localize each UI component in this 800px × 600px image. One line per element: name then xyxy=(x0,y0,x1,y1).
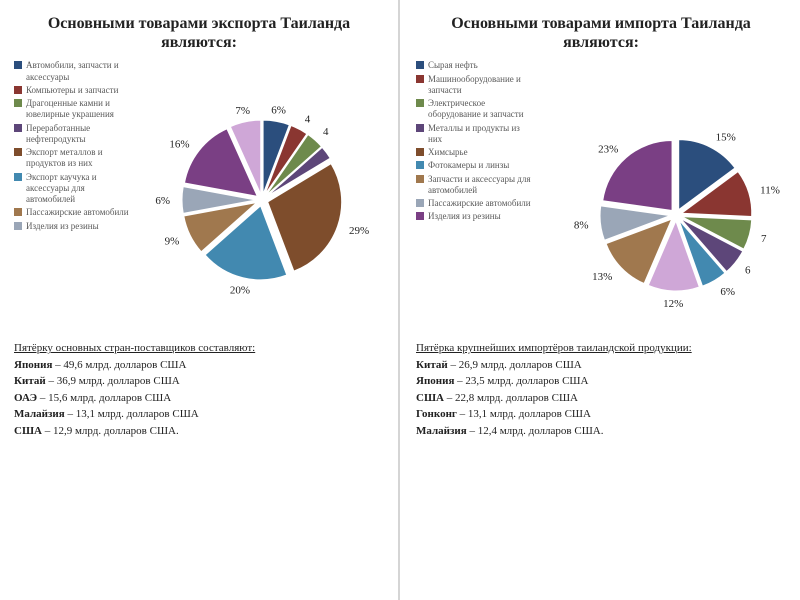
pie-slice-label: 23% xyxy=(598,144,618,156)
import-body-header: Пятёрка крупнейших импортёров таиландско… xyxy=(416,340,786,357)
import-chart: Сырая нефтьМашинооборудование и запчасти… xyxy=(416,60,786,310)
export-body-header: Пятёрку основных стран-поставщиков соста… xyxy=(14,340,384,357)
pie-slice-label: 7% xyxy=(235,105,250,117)
body-row: Китай – 26,9 млрд. долларов США xyxy=(416,357,786,374)
body-row: США – 22,8 млрд. долларов США xyxy=(416,390,786,407)
import-body: Пятёрка крупнейших импортёров таиландско… xyxy=(416,340,786,439)
import-pie: 15% 11% 7 6 6% 12% 13% 8% 23% xyxy=(416,60,800,323)
pie-slice-label: 4 xyxy=(323,127,329,139)
pie-slice-label: 8% xyxy=(574,220,589,232)
import-title: Основными товарами импорта Таиланда явля… xyxy=(416,14,786,52)
pie-slice-label: 13% xyxy=(592,271,612,283)
body-row: ОАЭ – 15,6 млрд. долларов США xyxy=(14,390,384,407)
export-body: Пятёрку основных стран-поставщиков соста… xyxy=(14,340,384,439)
export-chart: Автомобили, запчасти и аксессуарыКомпьют… xyxy=(14,60,384,310)
pie-slice-label: 29% xyxy=(349,225,369,237)
pie-slice-label: 16% xyxy=(169,139,189,151)
export-column: Основными товарами экспорта Таиланда явл… xyxy=(0,0,398,449)
pie-slice-label: 6% xyxy=(271,105,286,117)
body-row: Малайзия – 12,4 млрд. долларов США. xyxy=(416,423,786,440)
export-pie: 6% 44 29% 20% 9% 6% 16% 7% xyxy=(14,60,414,323)
pie-slice-label: 12% xyxy=(663,298,683,310)
body-row: Гонконг – 13,1 млрд. долларов США xyxy=(416,406,786,423)
export-title: Основными товарами экспорта Таиланда явл… xyxy=(14,14,384,52)
pie-slice-label: 11% xyxy=(760,185,780,197)
pie-slice-label: 6% xyxy=(720,286,735,298)
body-row: Китай – 36,9 млрд. долларов США xyxy=(14,373,384,390)
pie-slice-label: 6 xyxy=(745,265,751,277)
body-row: США – 12,9 млрд. долларов США. xyxy=(14,423,384,440)
import-column: Основными товарами импорта Таиланда явля… xyxy=(402,0,800,449)
pie-slice-label: 20% xyxy=(230,285,250,297)
pie-slice-label: 7 xyxy=(761,233,767,245)
pie-slice-label: 15% xyxy=(716,132,736,144)
pie-slice-label: 4 xyxy=(305,114,311,126)
pie-slice-label: 6% xyxy=(155,195,170,207)
body-row: Япония – 23,5 млрд. долларов США xyxy=(416,373,786,390)
body-row: Малайзия – 13,1 млрд. долларов США xyxy=(14,406,384,423)
pie-slice-label: 9% xyxy=(165,236,180,248)
body-row: Япония – 49,6 млрд. долларов США xyxy=(14,357,384,374)
